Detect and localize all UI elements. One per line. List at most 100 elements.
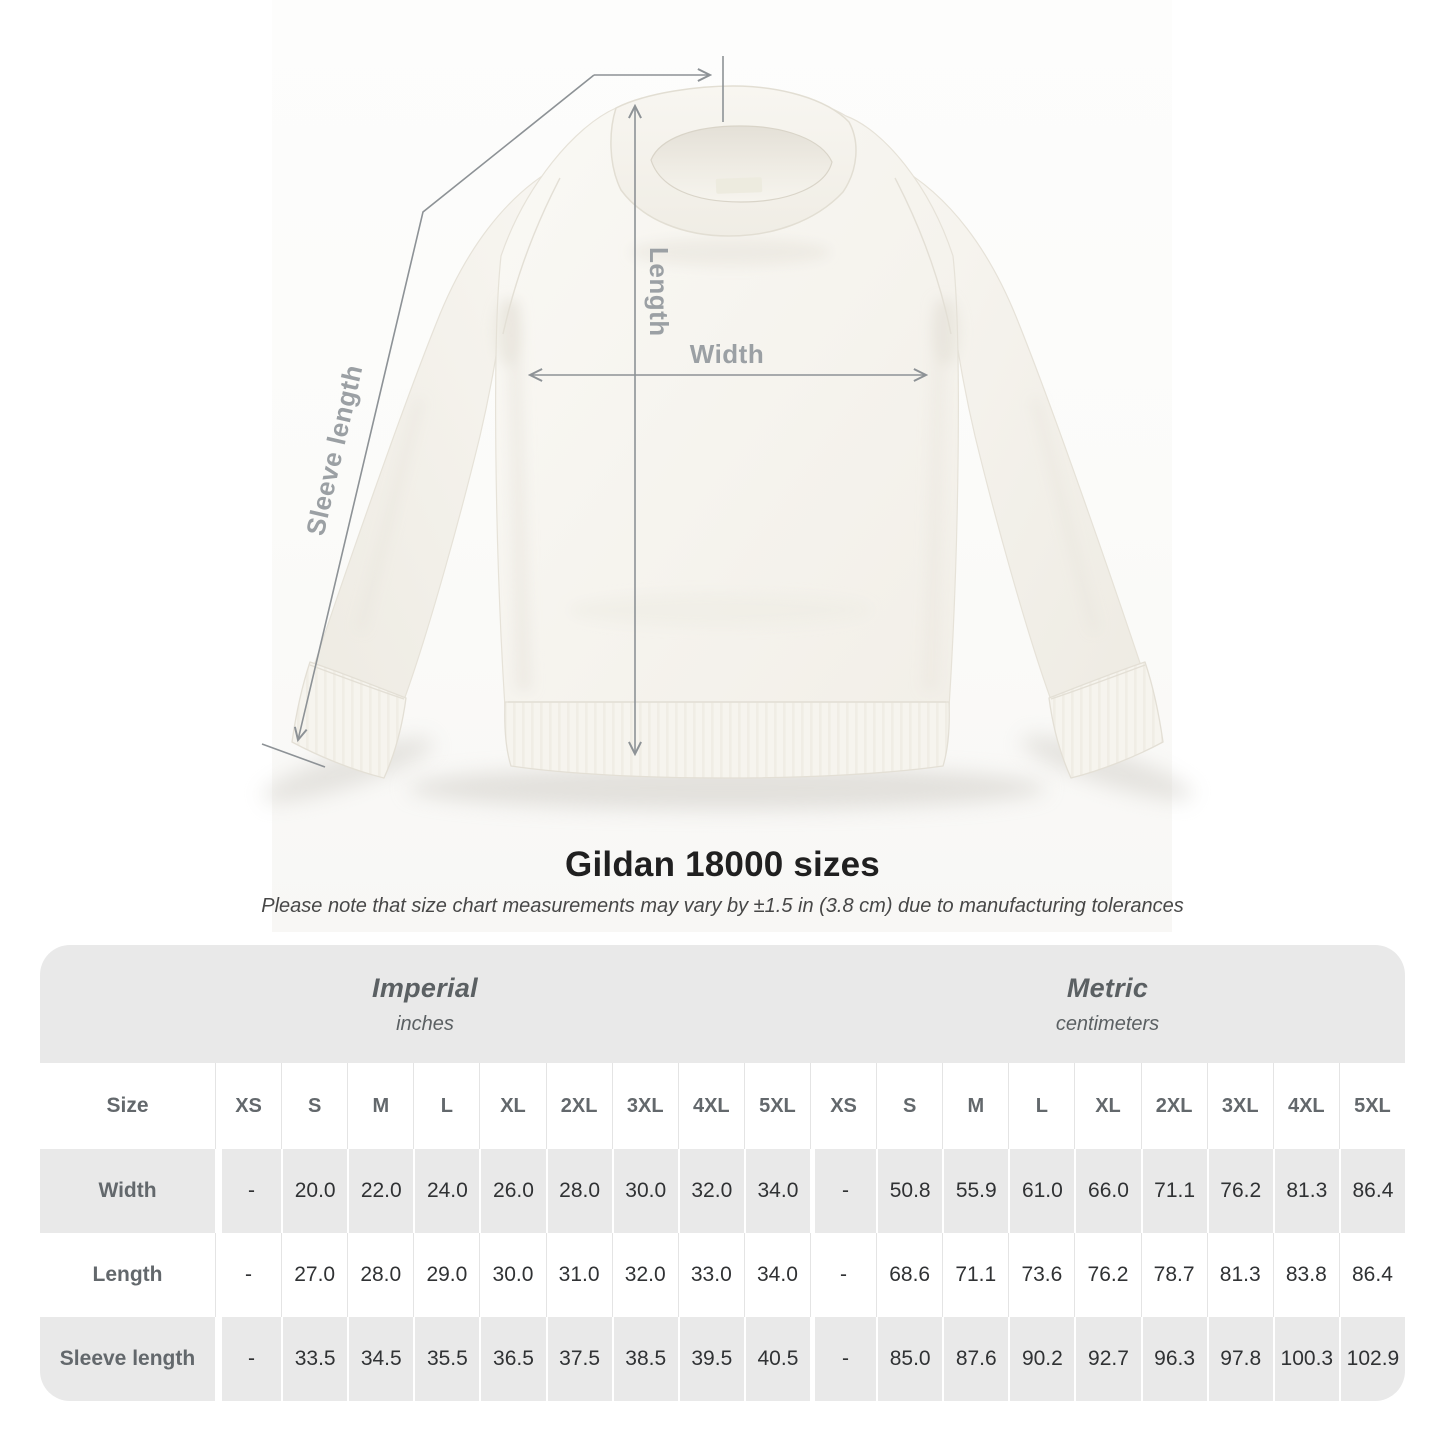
table-cell: - xyxy=(215,1317,282,1401)
table-cell: 50.8 xyxy=(876,1149,943,1233)
table-cell: 85.0 xyxy=(876,1317,943,1401)
table-cell: 86.4 xyxy=(1338,1149,1405,1233)
table-cell: 78.7 xyxy=(1140,1233,1207,1317)
unit-group-metric: Metric centimeters xyxy=(810,945,1405,1063)
fabric-shading xyxy=(356,238,1099,690)
row-label: Sleeve length xyxy=(40,1317,215,1401)
size-header-cell: 5XL xyxy=(1338,1063,1405,1149)
table-cell: 20.0 xyxy=(281,1149,348,1233)
size-header-cell: 2XL xyxy=(545,1063,612,1149)
table-cell: 90.2 xyxy=(1008,1317,1075,1401)
right-cuff xyxy=(1048,661,1164,779)
table-cell: 34.5 xyxy=(347,1317,414,1401)
length-label: Length xyxy=(644,247,674,337)
table-cell: 66.0 xyxy=(1074,1149,1141,1233)
size-header-cell: XL xyxy=(479,1063,545,1149)
table-cell: 92.7 xyxy=(1074,1317,1141,1401)
table-cell: 28.0 xyxy=(545,1149,612,1233)
table-cell: 33.0 xyxy=(677,1233,744,1317)
table-cell: 31.0 xyxy=(545,1233,612,1317)
table-cell: 29.0 xyxy=(413,1233,479,1317)
unit-group-imperial: Imperial inches xyxy=(40,945,810,1063)
size-header-cell: 4XL xyxy=(677,1063,744,1149)
size-header-cell: 3XL xyxy=(1206,1063,1273,1149)
size-header-cell: S xyxy=(876,1063,942,1149)
table-cell: 34.0 xyxy=(743,1233,810,1317)
size-header-cell: M xyxy=(942,1063,1008,1149)
metric-label: Metric xyxy=(1066,972,1149,1003)
table-row-width: Width - 20.0 22.0 24.0 26.0 28.0 30.0 32… xyxy=(40,1149,1405,1233)
table-cell: 30.0 xyxy=(611,1149,678,1233)
measurement-annotations xyxy=(261,56,929,768)
metric-unit: centimeters xyxy=(1055,1012,1160,1035)
table-row-sleeve-length: Sleeve length - 33.5 34.5 35.5 36.5 37.5… xyxy=(40,1317,1405,1401)
table-cell: 28.0 xyxy=(347,1233,413,1317)
table-cell: 55.9 xyxy=(942,1149,1009,1233)
size-header-cell: M xyxy=(347,1063,413,1149)
table-cell: 76.2 xyxy=(1074,1233,1140,1317)
size-column-header: Size xyxy=(106,1094,149,1117)
sweatshirt-measurement-diagram: Width Length Sleeve length xyxy=(261,56,1193,810)
tolerance-note: Please note that size chart measurements… xyxy=(261,895,1184,917)
table-cell: 87.6 xyxy=(942,1317,1009,1401)
table-cell: 27.0 xyxy=(281,1233,347,1317)
size-header-cell: L xyxy=(413,1063,479,1149)
left-cuff xyxy=(291,661,407,779)
imperial-label: Imperial xyxy=(372,972,478,1003)
size-header-row: Size XS S M L XL 2XL 3XL 4XL 5XL XS S M … xyxy=(40,1063,1405,1149)
table-cell: 86.4 xyxy=(1338,1233,1405,1317)
table-cell: 83.8 xyxy=(1272,1233,1339,1317)
size-header-cell: 4XL xyxy=(1272,1063,1339,1149)
size-header-cell: 2XL xyxy=(1140,1063,1207,1149)
table-cell: 76.2 xyxy=(1206,1149,1273,1233)
sleeve-end-tick xyxy=(261,743,326,768)
sleeve-length-label: Sleeve length xyxy=(300,362,368,538)
row-label: Width xyxy=(40,1149,215,1233)
table-cell: 102.9 xyxy=(1338,1317,1405,1401)
table-cell: 71.1 xyxy=(1140,1149,1207,1233)
table-cell: 30.0 xyxy=(479,1233,545,1317)
table-cell: - xyxy=(215,1233,281,1317)
table-cell: 33.5 xyxy=(281,1317,348,1401)
row-label: Length xyxy=(92,1263,163,1286)
imperial-unit: inches xyxy=(396,1012,454,1035)
table-cell: 39.5 xyxy=(677,1317,744,1401)
size-header-cell: XS xyxy=(810,1063,876,1149)
table-cell: 100.3 xyxy=(1272,1317,1339,1401)
size-header-cell: L xyxy=(1008,1063,1074,1149)
table-cell: 96.3 xyxy=(1140,1317,1207,1401)
table-cell: 81.3 xyxy=(1272,1149,1339,1233)
unit-group-band: Imperial inches Metric centimeters xyxy=(40,945,1405,1063)
sleeve-length-line xyxy=(293,74,595,743)
table-cell: 32.0 xyxy=(677,1149,744,1233)
table-cell: - xyxy=(810,1233,876,1317)
table-cell: - xyxy=(810,1317,877,1401)
table-cell: 68.6 xyxy=(876,1233,942,1317)
table-cell: 24.0 xyxy=(413,1149,480,1233)
table-cell: 37.5 xyxy=(545,1317,612,1401)
seam-lines xyxy=(309,177,1146,703)
table-cell: 36.5 xyxy=(479,1317,546,1401)
table-row-length: Length - 27.0 28.0 29.0 30.0 31.0 32.0 3… xyxy=(40,1233,1405,1317)
hem-band xyxy=(504,701,950,779)
table-cell: 26.0 xyxy=(479,1149,546,1233)
neck-tag xyxy=(715,177,763,194)
table-cell: 32.0 xyxy=(611,1233,678,1317)
neck-opening xyxy=(650,125,833,203)
table-cell: 61.0 xyxy=(1008,1149,1075,1233)
table-cell: 81.3 xyxy=(1206,1233,1273,1317)
table-cell: 38.5 xyxy=(611,1317,678,1401)
size-chart-table: Imperial inches Metric centimeters Size … xyxy=(40,945,1405,1401)
table-cell: 34.0 xyxy=(743,1149,810,1233)
size-header-cell: S xyxy=(281,1063,347,1149)
table-cell: 71.1 xyxy=(942,1233,1008,1317)
table-cell: - xyxy=(810,1149,877,1233)
sweatshirt xyxy=(291,85,1164,779)
table-cell: 40.5 xyxy=(743,1317,810,1401)
width-label: Width xyxy=(690,339,764,369)
table-cell: - xyxy=(215,1149,282,1233)
size-header-cell: 5XL xyxy=(743,1063,810,1149)
size-header-cell: XS xyxy=(215,1063,281,1149)
table-cell: 22.0 xyxy=(347,1149,414,1233)
